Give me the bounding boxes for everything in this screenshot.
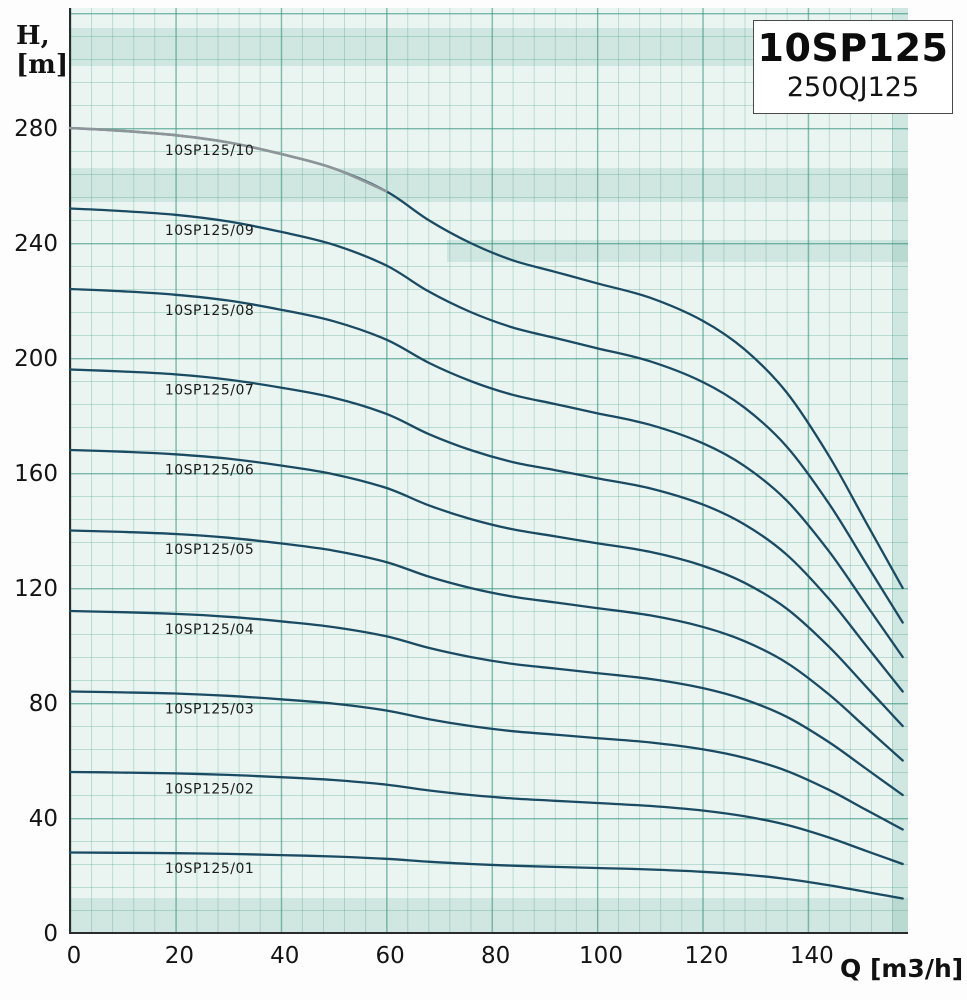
y-tick-label: 160 — [14, 461, 58, 487]
y-axis-title: H, [m] — [16, 21, 76, 81]
x-tick-label: 40 — [270, 943, 299, 969]
curve-label-10SP125/04: 10SP125/04 — [165, 622, 254, 638]
x-tick-label: 120 — [684, 943, 728, 969]
y-tick-label: 280 — [14, 116, 58, 142]
y-tick-label: 120 — [14, 576, 58, 602]
x-axis-title: Q [m3/h] — [840, 954, 964, 983]
x-tick-label: 20 — [165, 943, 194, 969]
curve-10SP125/08 — [68, 287, 904, 659]
x-tick-label: 80 — [481, 943, 510, 969]
curve-10SP125/04 — [68, 609, 904, 797]
curve-10SP125/02 — [68, 770, 904, 866]
y-axis-title-line1: H, — [16, 21, 50, 51]
curve-10SP125/10 — [68, 126, 904, 590]
pump-series-subtitle: 250QJ125 — [786, 71, 920, 103]
curve-10SP125/03 — [68, 690, 904, 831]
title-box: 10SP125 250QJ125 — [753, 20, 953, 114]
curve-label-10SP125/03: 10SP125/03 — [165, 702, 254, 718]
y-tick-label: 80 — [29, 691, 58, 717]
pump-model-title: 10SP125 — [757, 26, 949, 70]
y-tick-label: 200 — [14, 346, 58, 372]
x-tick-label: 100 — [579, 943, 623, 969]
y-tick-label: 0 — [43, 921, 58, 947]
curve-label-10SP125/09: 10SP125/09 — [165, 223, 254, 239]
curve-label-10SP125/06: 10SP125/06 — [165, 462, 254, 478]
curve-label-10SP125/02: 10SP125/02 — [165, 781, 254, 797]
curve-label-10SP125/05: 10SP125/05 — [165, 542, 254, 558]
x-tick-label: 140 — [790, 943, 834, 969]
y-axis-title-line2: [m] — [16, 50, 69, 81]
curve-label-10SP125/07: 10SP125/07 — [165, 382, 254, 398]
curve-label-10SP125/10: 10SP125/10 — [165, 143, 254, 159]
curve-10SP125/09 — [68, 207, 904, 624]
curve-10SP125/01 — [68, 851, 904, 900]
curve-label-10SP125/08: 10SP125/08 — [165, 303, 254, 319]
curve-10SP125/05 — [68, 529, 904, 762]
curve-label-10SP125/01: 10SP125/01 — [165, 861, 254, 877]
curve-10SP125/06 — [68, 448, 904, 728]
y-tick-label: 40 — [29, 806, 58, 832]
y-tick-label: 240 — [14, 231, 58, 257]
x-tick-label: 0 — [67, 943, 82, 969]
curve-gray-overlay — [68, 126, 388, 193]
x-tick-label: 60 — [376, 943, 405, 969]
curve-10SP125/07 — [68, 368, 904, 693]
